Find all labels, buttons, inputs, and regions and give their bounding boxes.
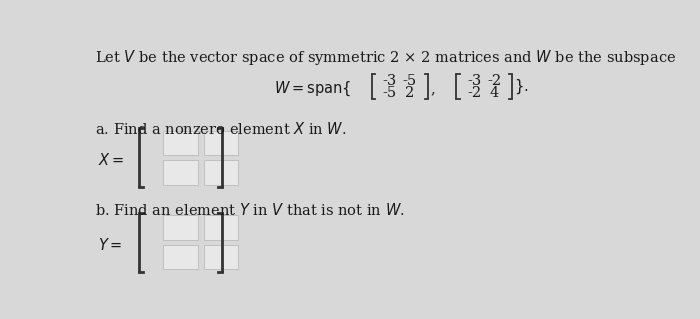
- Text: b. Find an element $Y$ in $V$ that is not in $W$.: b. Find an element $Y$ in $V$ that is no…: [95, 202, 405, 218]
- Text: -3: -3: [467, 74, 482, 88]
- Text: ,: ,: [430, 82, 435, 96]
- Text: -5: -5: [383, 86, 397, 100]
- Text: Let $V$ be the vector space of symmetric 2 × 2 matrices and $W$ be the subspace: Let $V$ be the vector space of symmetric…: [95, 48, 676, 67]
- Text: -2: -2: [467, 86, 482, 100]
- FancyBboxPatch shape: [204, 160, 238, 185]
- Text: 2: 2: [405, 86, 414, 100]
- FancyBboxPatch shape: [163, 131, 197, 155]
- FancyBboxPatch shape: [163, 215, 197, 240]
- Text: $X =$: $X =$: [98, 152, 125, 168]
- FancyBboxPatch shape: [163, 160, 197, 185]
- FancyBboxPatch shape: [204, 245, 238, 269]
- Text: -3: -3: [383, 74, 397, 88]
- Text: $Y =$: $Y =$: [98, 237, 122, 253]
- Text: a. Find a nonzero element $X$ in $W$.: a. Find a nonzero element $X$ in $W$.: [95, 121, 347, 137]
- FancyBboxPatch shape: [163, 245, 197, 269]
- Text: $\}.$: $\}.$: [514, 78, 528, 96]
- Text: -2: -2: [487, 74, 501, 88]
- FancyBboxPatch shape: [204, 131, 238, 155]
- Text: -5: -5: [402, 74, 417, 88]
- Text: 4: 4: [490, 86, 499, 100]
- Text: $W = \mathrm{span}\{$: $W = \mathrm{span}\{$: [274, 79, 351, 98]
- FancyBboxPatch shape: [204, 215, 238, 240]
